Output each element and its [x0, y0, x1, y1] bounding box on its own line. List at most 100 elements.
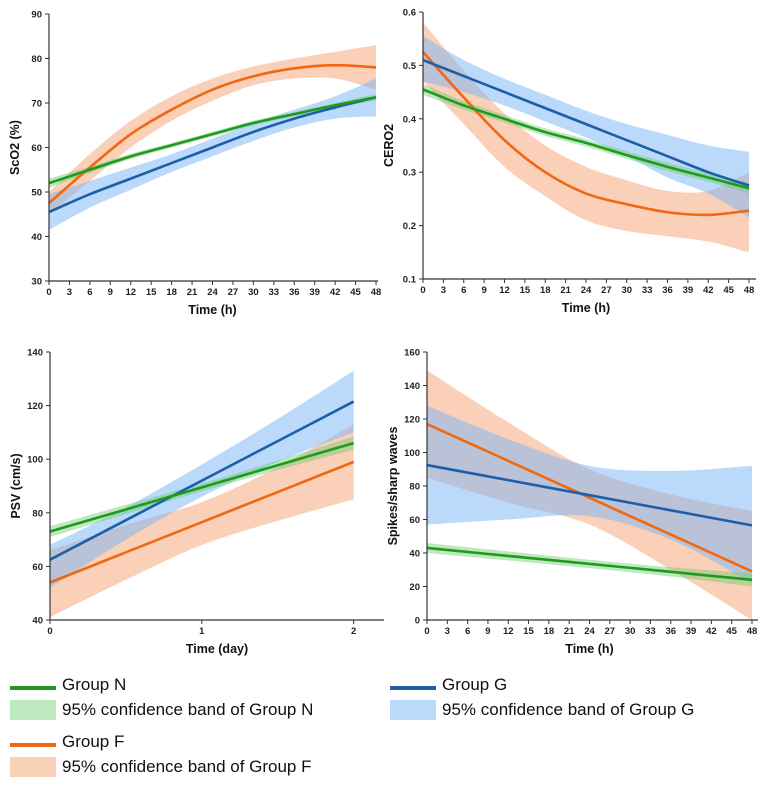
x-tick-label: 36	[662, 285, 673, 296]
x-tick-label: 6	[461, 285, 466, 296]
y-tick-label: 0.6	[403, 8, 416, 19]
x-axis-label: Time (h)	[188, 303, 236, 317]
confidence-band-f	[423, 22, 749, 253]
series-line-group-n	[48, 95, 377, 185]
y-tick-label: 60	[32, 562, 43, 573]
x-tick-label: 36	[289, 287, 300, 298]
x-tick-label: 45	[726, 626, 737, 637]
x-tick-label: 3	[445, 626, 450, 637]
x-tick-label: 21	[187, 287, 198, 298]
y-tick-label: 90	[31, 10, 42, 21]
series-line-group-n	[422, 88, 750, 190]
confidence-band-g	[423, 36, 749, 218]
x-tick-label: 33	[269, 287, 280, 298]
x-tick-label: 48	[371, 287, 382, 298]
y-axis-label: PSV (cm/s)	[9, 453, 23, 518]
x-tick-label: 2	[351, 626, 356, 637]
x-tick-label: 6	[87, 287, 92, 298]
x-tick-label: 42	[330, 287, 341, 298]
x-axis-label: Time (h)	[562, 301, 610, 315]
confidence-band-g	[49, 78, 376, 230]
y-tick-label: 40	[409, 549, 420, 560]
x-tick-label: 33	[645, 626, 656, 637]
y-tick-label: 60	[31, 143, 42, 154]
chart-panel-2: 0.10.20.30.40.50.60 3 6 9 12 15 18 21 24 27 30 33 36…	[382, 8, 756, 315]
x-tick-label: 0	[47, 626, 52, 637]
x-tick-label: 24	[584, 626, 595, 637]
y-tick-label: 0.4	[403, 114, 417, 125]
y-tick-label: 60	[409, 515, 420, 526]
y-tick-label: 40	[31, 232, 42, 243]
y-tick-label: 100	[404, 448, 420, 459]
x-tick-label: 48	[744, 285, 755, 296]
y-tick-label: 0	[415, 616, 420, 627]
x-tick-label: 18	[166, 287, 177, 298]
x-tick-label: 27	[601, 285, 612, 296]
x-tick-label: 12	[125, 287, 136, 298]
x-tick-label: 0	[420, 285, 425, 296]
x-tick-label: 42	[703, 285, 714, 296]
x-tick-label: 9	[108, 287, 113, 298]
x-tick-label: 39	[309, 287, 320, 298]
y-tick-label: 0.5	[403, 61, 417, 72]
chart-panel-3: 40 60 80 100 120 140 0 1 2 Time (day) PSV (cm/s)	[9, 348, 384, 656]
x-tick-label: 9	[485, 626, 490, 637]
x-tick-label: 27	[605, 626, 616, 637]
x-tick-label: 39	[683, 285, 694, 296]
y-tick-label: 80	[31, 54, 42, 65]
y-tick-label: 0.1	[403, 275, 417, 286]
x-tick-label: 18	[540, 285, 551, 296]
y-tick-label: 80	[32, 508, 43, 519]
legend-label-group-n: Group N	[62, 675, 127, 694]
y-tick-label: 0.3	[403, 168, 416, 179]
x-axis-label: Time (day)	[186, 642, 248, 656]
series-line-group-n	[49, 441, 354, 533]
y-tick-label: 70	[31, 99, 42, 110]
x-tick-label: 45	[723, 285, 734, 296]
legend-swatch-band-f	[10, 757, 56, 777]
legend-label-band-n: 95% confidence band of Group N	[62, 700, 314, 719]
confidence-band-f	[49, 45, 376, 215]
legend-label-band-f: 95% confidence band of Group F	[62, 757, 312, 776]
x-tick-label: 45	[350, 287, 361, 298]
x-tick-label: 18	[544, 626, 555, 637]
y-tick-label: 20	[409, 582, 420, 593]
series-line-group-g	[422, 58, 750, 187]
legend-line-group-f	[10, 743, 56, 747]
series-line-group-g	[48, 95, 377, 214]
x-tick-label: 6	[465, 626, 470, 637]
x-tick-label: 48	[747, 626, 758, 637]
x-tick-label: 42	[706, 626, 717, 637]
x-tick-label: 21	[560, 285, 571, 296]
y-axis-label: ScO2 (%)	[8, 120, 22, 175]
x-tick-label: 30	[625, 626, 636, 637]
x-tick-label: 0	[46, 287, 51, 298]
legend-label-group-f: Group F	[62, 732, 125, 751]
y-tick-label: 80	[409, 482, 420, 493]
y-tick-label: 160	[404, 348, 420, 359]
legend-label-band-g: 95% confidence band of Group G	[442, 700, 695, 719]
y-tick-label: 0.2	[403, 221, 416, 232]
y-axis-label: CERO2	[382, 124, 396, 167]
legend-swatch-band-n	[10, 700, 56, 720]
x-axis-label: Time (h)	[565, 642, 613, 656]
x-tick-label: 27	[228, 287, 239, 298]
y-tick-label: 140	[27, 348, 43, 359]
x-tick-label: 30	[621, 285, 632, 296]
series-line-group-f	[426, 422, 753, 573]
x-tick-label: 30	[248, 287, 259, 298]
y-tick-label: 140	[404, 381, 420, 392]
y-tick-label: 120	[27, 401, 43, 412]
legend-label-group-g: Group G	[442, 675, 508, 694]
legend-line-group-n	[10, 686, 56, 690]
legend-line-group-g	[390, 686, 436, 690]
y-tick-label: 30	[31, 277, 42, 288]
y-tick-label: 120	[404, 415, 420, 426]
x-tick-label: 1	[199, 626, 205, 637]
x-tick-label: 15	[520, 285, 531, 296]
x-tick-label: 24	[207, 287, 218, 298]
